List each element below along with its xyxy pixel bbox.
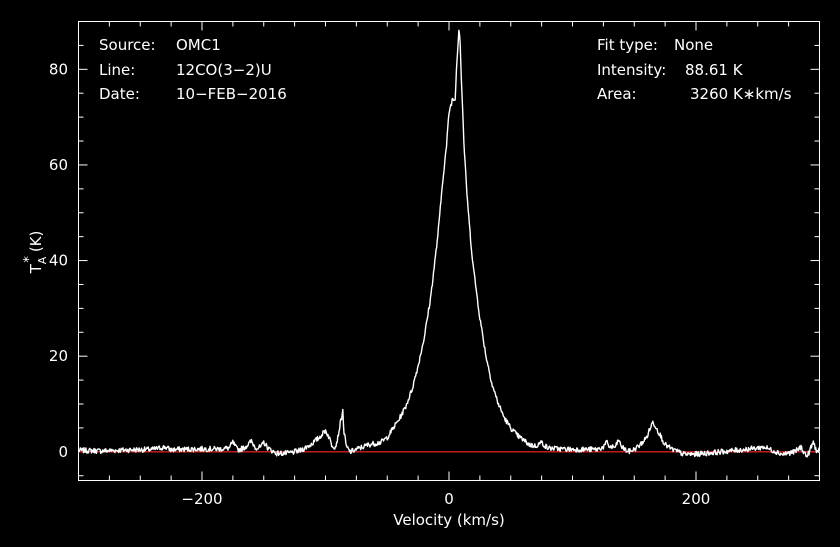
info-right: Fit type: None Intensity: 88.61 K Area: …: [597, 36, 792, 103]
y-axis-label-unit: (K): [27, 231, 45, 253]
fit-type-label: Fit type:: [597, 36, 658, 54]
fit-type-value: None: [674, 36, 713, 54]
date-value: 10−FEB−2016: [176, 85, 287, 103]
intensity-label: Intensity:: [597, 61, 666, 79]
line-label: Line:: [99, 61, 135, 79]
y-tick-label: 80: [49, 60, 68, 78]
y-tick-label: 40: [49, 252, 68, 270]
y-tick-label: 60: [49, 156, 68, 174]
series-spectrum-line: [77, 29, 821, 458]
source-value: OMC1: [176, 36, 221, 54]
x-axis: −200 0 200: [108, 21, 790, 508]
info-left: Source: OMC1 Line: 12CO(3−2)U Date: 10−F…: [99, 36, 287, 103]
y-axis-label-main: T: [27, 263, 45, 274]
x-tick-label: 0: [444, 490, 454, 508]
y-tick-label: 20: [49, 347, 68, 365]
x-tick-label: −200: [181, 490, 222, 508]
x-axis-label: Velocity (km/s): [393, 511, 504, 529]
date-label: Date:: [99, 85, 140, 103]
x-tick-label: 200: [682, 490, 711, 508]
line-value: 12CO(3−2)U: [176, 61, 272, 79]
area-value: 3260 K∗km/s: [690, 85, 792, 103]
intensity-value: 88.61 K: [685, 61, 744, 79]
svg-text:TA*(K): TA* (K): [22, 231, 49, 275]
y-axis: 0 20 40 60 80: [49, 44, 820, 477]
y-axis-label-sup: *: [22, 256, 37, 263]
y-axis-label-sub: A: [36, 256, 49, 264]
area-label: Area:: [597, 85, 637, 103]
y-axis-label: TA* (K): [22, 231, 49, 275]
y-tick-label: 0: [58, 443, 68, 461]
source-label: Source:: [99, 36, 156, 54]
